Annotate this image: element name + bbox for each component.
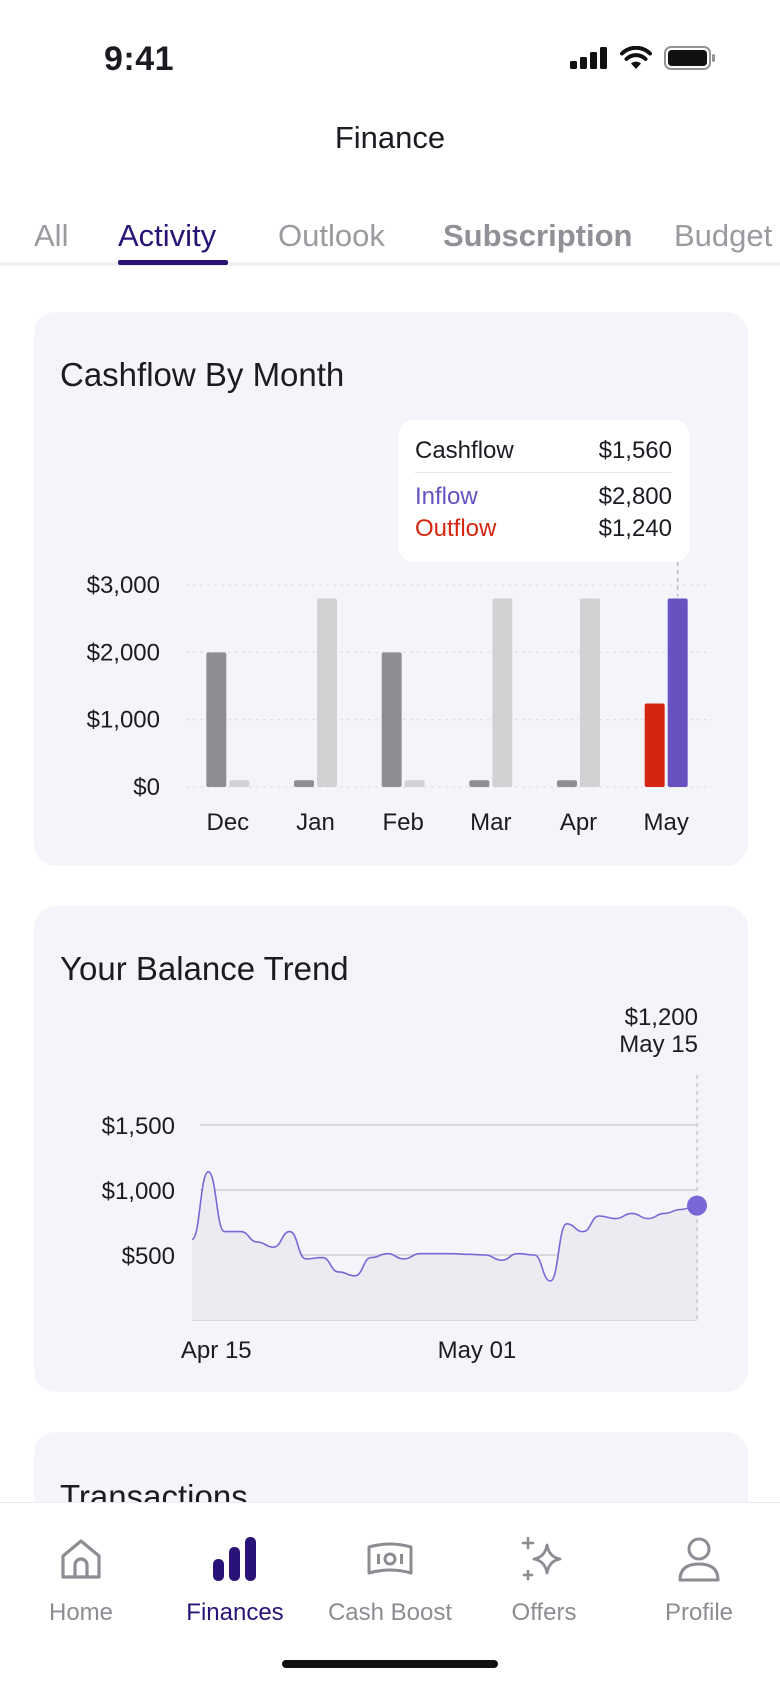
balance-xtick-label: Apr 15	[181, 1337, 252, 1364]
tooltip-inflow-row: Inflow $2,800	[415, 483, 672, 511]
tooltip-divider	[415, 472, 672, 473]
home-indicator	[282, 1660, 498, 1668]
bar-inflow-mar	[492, 598, 513, 787]
status-time: 9:41	[104, 40, 175, 78]
cashflow-ytick-label: $2,000	[87, 639, 160, 666]
person-icon	[678, 1537, 720, 1582]
bar-outflow-may	[644, 703, 665, 787]
sparkle-icon	[521, 1536, 562, 1581]
bar-outflow-jan	[294, 780, 314, 787]
cashflow-xtick-label: Mar	[470, 809, 511, 836]
nav-cash-boost-label: Cash Boost	[327, 1599, 453, 1626]
tooltip-inflow-value: $2,800	[598, 483, 672, 510]
cashflow-chart: $3,000 $2,000 $1,000 $0 Dec Jan Feb Mar Apr May	[87, 562, 712, 836]
tab-bar: All Activity Outlook Subscription Budget	[0, 206, 780, 266]
balance-ytick-label: $1,500	[102, 1113, 175, 1140]
nav-cash-boost[interactable]: Cash Boost	[312, 1531, 468, 1627]
balance-area-fill	[192, 1171, 697, 1320]
balance-ytick-label: $500	[122, 1243, 175, 1270]
nav-offers[interactable]: Offers	[466, 1531, 622, 1627]
cashflow-xtick-label: Dec	[206, 809, 249, 836]
bar-inflow-jan	[317, 598, 337, 787]
bar-outflow-apr	[557, 780, 577, 787]
tooltip-outflow-row: Outflow $1,240	[415, 515, 672, 543]
nav-finances-label: Finances	[186, 1599, 284, 1626]
balance-marker-value: $1,200	[624, 1004, 698, 1031]
status-bar: 9:41	[0, 0, 780, 120]
active-tab-indicator	[118, 260, 228, 265]
balance-marker-dot	[687, 1195, 707, 1216]
cashflow-card-title: Cashflow By Month	[60, 356, 345, 393]
cashflow-xtick-label: Jan	[296, 809, 335, 836]
nav-home-label: Home	[48, 1599, 114, 1626]
tab-budget[interactable]: Budget	[674, 218, 773, 253]
status-icons	[570, 46, 716, 70]
bar-outflow-feb	[381, 652, 402, 787]
bar-inflow-apr	[580, 598, 600, 787]
home-icon	[61, 1539, 101, 1579]
nav-profile[interactable]: Profile	[621, 1531, 777, 1627]
balance-xtick-label: May 01	[438, 1337, 517, 1364]
tooltip-cashflow-label: Cashflow	[415, 437, 514, 464]
bar-inflow-feb	[404, 780, 425, 787]
cashflow-ytick-label: $3,000	[87, 572, 160, 599]
tooltip-cashflow-value: $1,560	[598, 437, 672, 464]
bar-outflow-dec	[206, 652, 227, 787]
tooltip-cashflow-row: Cashflow $1,560	[415, 437, 672, 465]
banknote-icon	[367, 1542, 413, 1575]
wifi-icon	[620, 46, 652, 69]
cashflow-ytick-label: $0	[133, 774, 160, 801]
bar-inflow-dec	[229, 780, 250, 787]
balance-marker-label: $1,200 May 15	[619, 1004, 698, 1058]
bottom-nav: Home Finances Cash Boost	[0, 1502, 780, 1688]
bar-inflow-may	[667, 598, 688, 787]
balance-line	[191, 1170, 698, 1282]
balance-card-title: Your Balance Trend	[60, 950, 349, 987]
balance-marker-date: May 15	[619, 1031, 698, 1058]
cashflow-tooltip: Cashflow $1,560 Inflow $2,800 Outflow $1…	[398, 420, 690, 562]
cashflow-xtick-label: May	[643, 809, 688, 836]
bar-chart-icon	[213, 1537, 256, 1581]
nav-offers-label: Offers	[511, 1599, 577, 1626]
battery-icon	[664, 46, 715, 70]
nav-home[interactable]: Home	[3, 1531, 159, 1627]
nav-profile-label: Profile	[664, 1599, 734, 1626]
balance-ytick-label: $1,000	[102, 1178, 175, 1205]
tooltip-outflow-label: Outflow	[415, 515, 497, 542]
bar-outflow-mar	[469, 780, 490, 787]
cashflow-ytick-label: $1,000	[87, 707, 160, 734]
nav-finances[interactable]: Finances	[157, 1531, 313, 1627]
tab-all[interactable]: All	[34, 218, 69, 253]
balance-chart: $1,500 $1,000 $500 Apr 15 May 01	[102, 1075, 707, 1364]
cashflow-xtick-label: Feb	[382, 809, 423, 836]
tab-subscription[interactable]: Subscription	[443, 218, 633, 253]
tab-outlook[interactable]: Outlook	[278, 218, 385, 253]
cashflow-xtick-label: Apr	[560, 809, 597, 836]
tab-activity[interactable]: Activity	[118, 218, 217, 253]
tooltip-inflow-label: Inflow	[415, 483, 478, 510]
page-title: Finance	[334, 120, 446, 155]
cellular-signal-icon	[570, 47, 607, 69]
tooltip-outflow-value: $1,240	[598, 515, 672, 542]
